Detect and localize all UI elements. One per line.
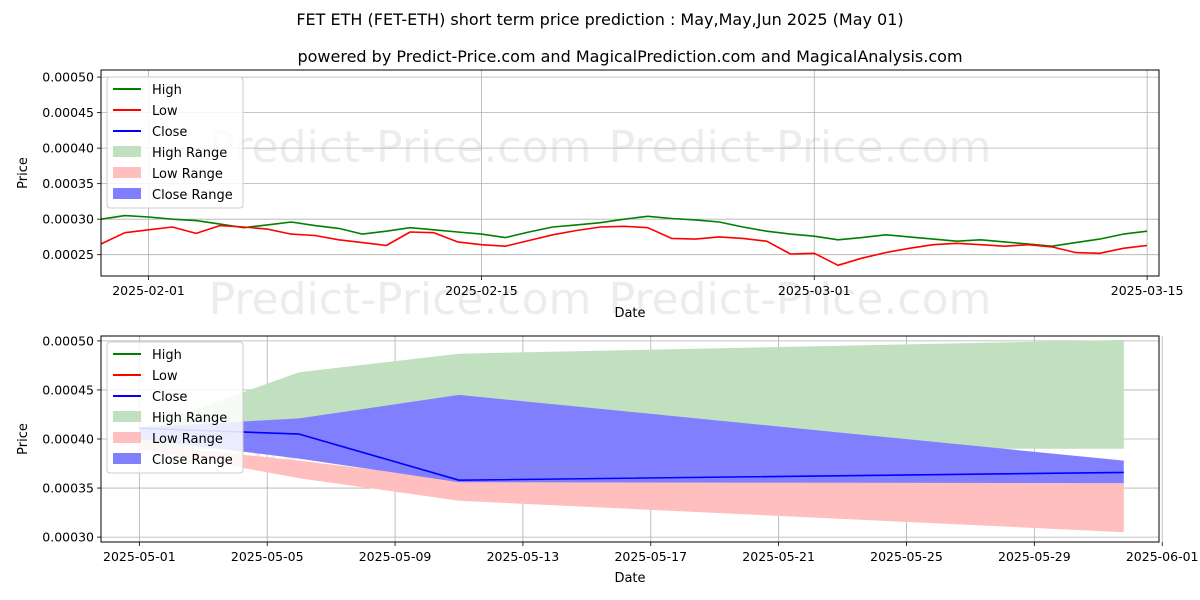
y-tick-label: 0.00025 bbox=[42, 247, 94, 262]
y-tick-label: 0.00040 bbox=[42, 432, 94, 447]
y-tick-label: 0.00045 bbox=[42, 382, 94, 397]
x-axis-label: Date bbox=[614, 306, 645, 321]
legend-close-label: Close bbox=[152, 390, 187, 405]
x-tick-label: 2025-05-13 bbox=[487, 549, 560, 564]
x-axis-label: Date bbox=[614, 571, 645, 586]
y-tick-label: 0.00050 bbox=[42, 70, 94, 85]
legend-close-range-swatch bbox=[113, 188, 141, 199]
watermark: Predict-Price.com bbox=[209, 122, 592, 173]
legend: High Low Close High Range Low Range Clos… bbox=[106, 76, 244, 209]
y-tick-label: 0.00050 bbox=[42, 333, 94, 348]
legend-high-range-swatch bbox=[113, 411, 141, 422]
x-tick-label: 2025-05-17 bbox=[614, 549, 687, 564]
x-tick-label: 2025-03-15 bbox=[1111, 283, 1184, 298]
legend-close-range-label: Close Range bbox=[152, 453, 233, 468]
low-price-line bbox=[100, 224, 1148, 267]
history-and-forecast-chart: Predict-Price.com Predict-Price.com Pred… bbox=[16, 69, 1184, 325]
x-tick-label: 2025-05-01 bbox=[103, 549, 176, 564]
legend-low-label: Low bbox=[152, 369, 178, 384]
y-tick-label: 0.00035 bbox=[42, 481, 94, 496]
y-tick-label: 0.00040 bbox=[42, 141, 94, 156]
legend-close-label: Close bbox=[152, 125, 187, 140]
figure-subtitle: powered by Predict-Price.com and Magical… bbox=[297, 47, 962, 66]
legend: High Low Close High Range Low Range Clos… bbox=[106, 341, 244, 474]
y-tick-label: 0.00030 bbox=[42, 212, 94, 227]
x-tick-label: 2025-05-05 bbox=[231, 549, 304, 564]
x-tick-label: 2025-05-29 bbox=[998, 549, 1071, 564]
y-axis-label: Price bbox=[16, 157, 31, 189]
legend-low-range-label: Low Range bbox=[152, 432, 223, 447]
x-tick-label: 2025-03-01 bbox=[778, 283, 851, 298]
x-tick-label: 2025-02-15 bbox=[445, 283, 518, 298]
watermark: Predict-Price.com bbox=[209, 274, 592, 325]
legend-close-range-swatch bbox=[113, 453, 141, 464]
figure-title: FET ETH (FET-ETH) short term price predi… bbox=[296, 10, 903, 29]
x-tick-label: 2025-05-09 bbox=[359, 549, 432, 564]
low-range-band bbox=[139, 443, 1124, 533]
legend-high-range-label: High Range bbox=[152, 411, 227, 426]
legend-low-range-label: Low Range bbox=[152, 167, 223, 182]
x-tick-label: 2025-05-21 bbox=[742, 549, 815, 564]
x-tick-label: 2025-05-25 bbox=[870, 549, 943, 564]
watermark: Predict-Price.com bbox=[609, 122, 992, 173]
y-tick-label: 0.00035 bbox=[42, 176, 94, 191]
close-range-band bbox=[139, 394, 1124, 484]
legend-close-range-label: Close Range bbox=[152, 188, 233, 203]
legend-high-label: High bbox=[152, 348, 182, 363]
legend-high-label: High bbox=[152, 83, 182, 98]
plot-frame bbox=[100, 69, 1160, 277]
forecast-detail-chart: Predict-Price.com Predict-Price.com 2025… bbox=[16, 333, 1199, 586]
x-tick-label: 2025-06-01 bbox=[1126, 549, 1199, 564]
watermark: Predict-Price.com bbox=[609, 274, 992, 325]
legend-high-range-swatch bbox=[113, 146, 141, 157]
legend-low-range-swatch bbox=[113, 167, 141, 178]
legend-low-range-swatch bbox=[113, 432, 141, 443]
y-axis-label: Price bbox=[16, 423, 31, 455]
legend-low-label: Low bbox=[152, 104, 178, 119]
y-tick-label: 0.00030 bbox=[42, 530, 94, 545]
legend-high-range-label: High Range bbox=[152, 146, 227, 161]
y-tick-label: 0.00045 bbox=[42, 105, 94, 120]
x-tick-label: 2025-02-01 bbox=[112, 283, 185, 298]
high-price-line bbox=[100, 214, 1148, 247]
